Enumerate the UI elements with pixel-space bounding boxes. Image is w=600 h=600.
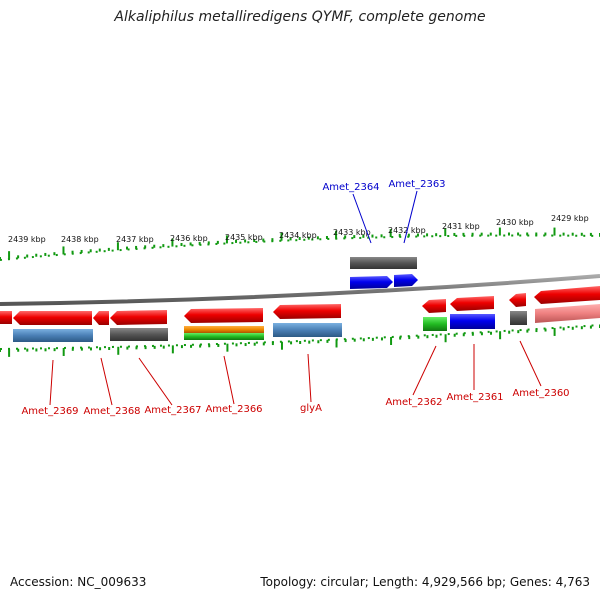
reverse-gene-partial-left[interactable] <box>0 311 12 324</box>
kbp-label: 2430 kbp <box>496 218 534 227</box>
forward-strand-track <box>350 257 418 289</box>
kbp-label: 2437 kbp <box>116 235 154 244</box>
reverse-gene-Amet_2361[interactable] <box>450 296 494 311</box>
inner-tick-track <box>0 324 600 357</box>
outer-kbp-ticks <box>0 227 600 260</box>
genome-stats-text: Topology: circular; Length: 4,929,566 bp… <box>260 575 590 589</box>
leader-line-Amet_2362 <box>412 345 437 396</box>
gene-label-Amet_2367[interactable]: Amet_2367 <box>144 405 201 416</box>
kbp-label: 2433 kbp <box>333 228 371 237</box>
reverse-gene-glyA[interactable] <box>273 304 341 319</box>
leader-line-Amet_2369 <box>49 359 54 406</box>
kbp-label: 2436 kbp <box>170 234 208 243</box>
inner-kbp-ticks <box>0 325 600 357</box>
reverse-gene-Amet_2368[interactable] <box>93 311 109 325</box>
leader-line-Amet_2364 <box>352 193 372 244</box>
reverse-gene-Amet_2367[interactable] <box>110 310 167 325</box>
kbp-label: 2438 kbp <box>61 235 99 244</box>
feature-track <box>13 304 600 342</box>
leader-line-Amet_2367 <box>138 357 173 406</box>
gene-label-Amet_2362[interactable]: Amet_2362 <box>385 397 442 408</box>
accession-text: Accession: NC_009633 <box>10 575 147 589</box>
green-feature-Amet_2362[interactable] <box>423 317 447 331</box>
gray-feature-Amet_2367[interactable] <box>110 328 168 341</box>
gene-label-Amet_2366[interactable]: Amet_2366 <box>205 404 262 415</box>
gene-labels: Amet_2364 Amet_2363 Amet_2369 Amet_2368 … <box>21 179 569 417</box>
leader-lines <box>49 190 542 406</box>
pink-feature-right[interactable] <box>535 304 600 323</box>
forward-gene-Amet_2363[interactable] <box>394 274 418 287</box>
reverse-gene-partial-right[interactable] <box>534 286 600 304</box>
reverse-gene-Amet_2366[interactable] <box>184 308 263 323</box>
gray-feature-Amet_2360[interactable] <box>510 311 527 325</box>
leader-line-Amet_2368 <box>100 357 113 406</box>
gene-label-Amet_2361[interactable]: Amet_2361 <box>446 392 503 403</box>
gene-label-Amet_2360[interactable]: Amet_2360 <box>512 388 569 399</box>
steel-feature-glyA[interactable] <box>273 323 342 337</box>
leader-line-glyA <box>307 353 312 403</box>
kbp-label: 2439 kbp <box>8 235 46 244</box>
leader-line-Amet_2363 <box>403 190 418 244</box>
orange-feature-Amet_2366[interactable] <box>184 326 264 333</box>
reverse-gene-Amet_2369[interactable] <box>13 311 92 325</box>
reverse-strand-track <box>0 286 600 325</box>
blue-feature-Amet_2361[interactable] <box>450 314 495 329</box>
steel-feature-Amet_2369[interactable] <box>13 329 93 342</box>
outer-tick-track <box>0 227 600 261</box>
genome-backbone <box>0 274 600 306</box>
reverse-gene-Amet_2360[interactable] <box>509 293 526 307</box>
leader-line-Amet_2360 <box>519 340 542 387</box>
gene-label-Amet_2368[interactable]: Amet_2368 <box>83 406 140 417</box>
reverse-gene-Amet_2362[interactable] <box>422 299 446 313</box>
kbp-label: 2431 kbp <box>442 222 480 231</box>
gene-label-glyA[interactable]: glyA <box>300 403 322 414</box>
leader-line-Amet_2366 <box>223 355 235 405</box>
genome-title: Alkaliphilus metalliredigens QYMF, compl… <box>114 9 486 25</box>
kbp-label: 2429 kbp <box>551 214 589 223</box>
gene-label-Amet_2363[interactable]: Amet_2363 <box>388 179 445 190</box>
green-feature-Amet_2366[interactable] <box>184 333 264 340</box>
kbp-label: 2434 kbp <box>279 231 317 240</box>
forward-gene-Amet_2364[interactable] <box>350 276 393 289</box>
kbp-labels: 2439 kbp 2438 kbp 2437 kbp 2436 kbp 2435… <box>8 214 589 244</box>
gray-feature-top[interactable] <box>350 257 417 269</box>
kbp-label: 2435 kbp <box>225 233 263 242</box>
gene-label-Amet_2364[interactable]: Amet_2364 <box>322 182 379 193</box>
gene-label-Amet_2369[interactable]: Amet_2369 <box>21 406 78 417</box>
